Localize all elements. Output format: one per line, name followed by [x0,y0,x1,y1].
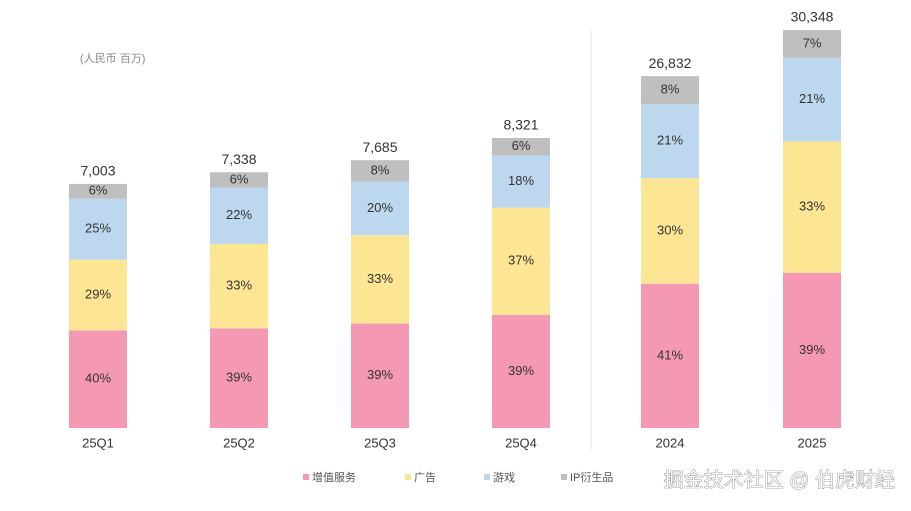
segment-label: 41% [657,347,683,362]
segment-label: 39% [508,363,534,378]
x-tick-label: 25Q3 [364,435,396,450]
legend-swatch [405,474,411,480]
segment-label: 37% [508,253,534,268]
total-label: 7,685 [362,139,397,155]
total-label: 7,338 [221,151,256,167]
legend-label: IP衍生品 [570,470,613,484]
segment-label: 6% [512,138,531,153]
bar-segment [492,155,550,208]
bar-segment [641,104,699,179]
total-label: 7,003 [80,163,115,179]
segment-label: 29% [85,286,111,301]
x-tick-label: 25Q2 [223,435,255,450]
segment-label: 8% [371,162,390,177]
bar-segment [210,172,268,188]
legend-swatch [303,474,309,480]
bar-segment [641,76,699,105]
legend-label: 游戏 [493,471,515,484]
x-tick-label: 25Q1 [82,435,114,450]
x-tick-label: 25Q4 [505,435,537,450]
x-tick-label: 2024 [656,435,685,450]
bar-segment [641,283,699,428]
bar-segment [69,259,127,331]
bar-segment [351,160,409,182]
bar-segment [210,243,268,329]
segment-label: 40% [85,371,111,386]
bar-segment [69,330,127,428]
bar-segment [351,235,409,324]
legend-swatch [484,474,490,480]
bar-segment [210,328,268,428]
legend-label: 增值服务 [312,470,356,484]
segment-label: 33% [799,199,825,214]
bar-segment [210,187,268,244]
total-label: 26,832 [649,55,692,71]
segment-label: 25% [85,221,111,236]
bar-segment [351,181,409,236]
total-label: 8,321 [503,117,538,133]
segment-label: 6% [89,183,108,198]
segment-label: 20% [367,200,393,215]
segment-label: 30% [657,222,683,237]
bar-segment [783,30,841,58]
segment-label: 22% [226,207,252,222]
segment-label: 18% [508,173,534,188]
bar-segment [783,141,841,273]
segment-label: 39% [799,342,825,357]
segment-label: 39% [367,367,393,382]
bar-segment [783,272,841,428]
bar-segment [69,198,127,260]
bar-segment [641,178,699,284]
bar-segment [492,314,550,428]
bar-segment [783,57,841,142]
bar-segment [69,183,127,199]
watermark: 掘金技术社区 @ 伯虎财经 [664,468,895,491]
bar-segment [351,323,409,428]
segment-label: 21% [799,91,825,106]
segment-label: 33% [226,278,252,293]
segment-label: 33% [367,271,393,286]
total-label: 30,348 [791,9,834,25]
segment-label: 39% [226,370,252,385]
unit-label: (人民币 百万) [80,52,145,65]
segment-label: 8% [661,82,680,97]
segment-label: 7% [803,35,822,50]
x-tick-label: 2025 [798,435,827,450]
legend-swatch [561,474,567,480]
bar-segment [492,207,550,315]
bar-segment [492,138,550,156]
segment-label: 21% [657,133,683,148]
segment-label: 6% [230,171,249,186]
legend-label: 广告 [414,471,436,484]
